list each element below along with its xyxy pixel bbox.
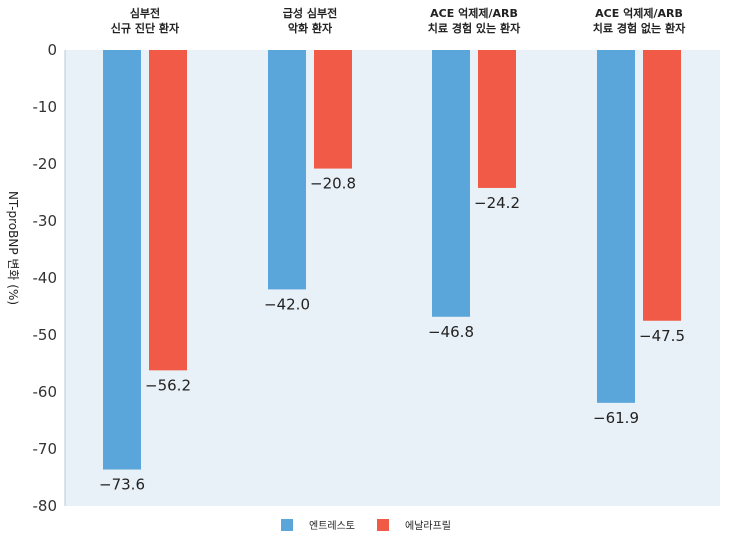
- y-tick-label: -20: [33, 155, 58, 173]
- data-label: −47.5: [639, 327, 685, 345]
- bar-entresto: [268, 50, 306, 290]
- legend-swatch: [377, 519, 389, 531]
- bars: −73.6 −56.2 −42.0 −20.8 −46.8 −24.2 −61.9 −47.5: [99, 50, 685, 494]
- data-label: −61.9: [593, 409, 639, 427]
- bar-entresto: [103, 50, 141, 470]
- y-tick-label: 0: [47, 41, 57, 59]
- category-label: 치료 경험 있는 환자: [428, 21, 521, 35]
- data-label: −42.0: [264, 295, 310, 313]
- data-label: −73.6: [99, 476, 145, 494]
- y-tick-label: -30: [33, 212, 58, 230]
- legend-swatch: [281, 519, 293, 531]
- y-tick-label: -80: [33, 497, 58, 515]
- data-label: −20.8: [310, 175, 356, 193]
- data-label: −56.2: [145, 376, 191, 394]
- bar-enalapril: [478, 50, 516, 188]
- bar-enalapril: [149, 50, 187, 371]
- category-label: 악화 환자: [288, 21, 333, 35]
- bar-enalapril: [314, 50, 352, 169]
- y-axis-title: NT-proBNP 변화 (%): [6, 191, 20, 305]
- y-tick-label: -70: [33, 440, 58, 458]
- category-label: 신규 진단 환자: [111, 21, 180, 35]
- category-label: 급성 심부전: [283, 6, 337, 20]
- data-label: −24.2: [474, 194, 520, 212]
- bar-entresto: [597, 50, 635, 403]
- y-tick-label: -40: [33, 269, 58, 287]
- data-label: −46.8: [428, 323, 474, 341]
- category-label: 치료 경험 없는 환자: [593, 21, 686, 35]
- legend-label: 엔트레스토: [309, 520, 355, 532]
- category-label: 심부전: [130, 6, 160, 20]
- y-axis-ticks: 0 -10 -20 -30 -40 -50 -60 -70 -80: [33, 41, 58, 515]
- category-label: ACE 억제제/ARB: [595, 6, 683, 20]
- legend-label: 에날라프릴: [405, 519, 451, 532]
- y-tick-label: -60: [33, 383, 58, 401]
- bar-enalapril: [643, 50, 681, 321]
- bar-entresto: [432, 50, 470, 317]
- y-tick-label: -50: [33, 326, 58, 344]
- legend: 엔트레스토 에날라프릴: [281, 519, 451, 532]
- category-label: ACE 억제제/ARB: [430, 6, 518, 20]
- y-tick-label: -10: [33, 98, 58, 116]
